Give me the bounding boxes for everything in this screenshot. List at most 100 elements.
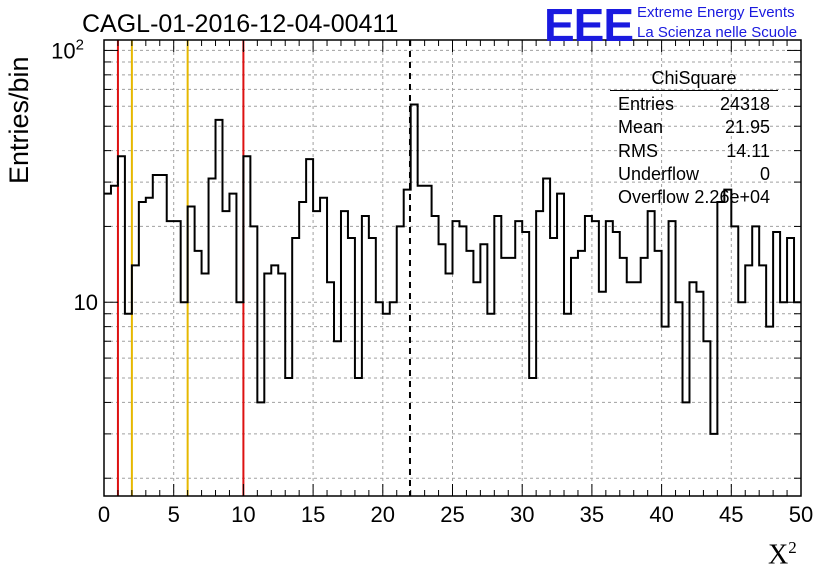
- histogram-bin: [669, 221, 676, 496]
- x-tick-label: 50: [789, 502, 813, 527]
- histogram-bin: [494, 216, 501, 496]
- histogram-bin: [209, 178, 216, 496]
- stat-label: Underflow: [618, 163, 700, 184]
- histogram-bin: [229, 194, 236, 496]
- stats-title: ChiSquare: [610, 68, 778, 91]
- histogram-line: [104, 103, 801, 435]
- histogram-bin: [446, 274, 453, 496]
- x-tick-label: 40: [649, 502, 673, 527]
- histogram-bin: [599, 292, 606, 496]
- histogram-bin: [292, 238, 299, 496]
- histogram-bin: [655, 251, 662, 496]
- histogram-bin: [466, 251, 473, 496]
- histogram-bin: [341, 211, 348, 496]
- histogram-bin: [216, 120, 223, 496]
- histogram-bin: [320, 198, 327, 496]
- x-tick-label: 0: [98, 502, 110, 527]
- histogram-bin: [717, 202, 724, 496]
- stat-row-mean: Mean 21.95: [610, 116, 778, 139]
- logo-line-2: La Scienza nelle Scuole: [637, 24, 798, 41]
- histogram-bin: [118, 156, 125, 496]
- histogram-bin: [334, 341, 341, 496]
- histogram-bin: [146, 198, 153, 496]
- histogram-bin: [160, 175, 167, 496]
- stat-row-rms: RMS 14.11: [610, 140, 778, 163]
- histogram-bin: [613, 232, 620, 496]
- histogram-bin: [578, 251, 585, 496]
- logo-line-1: Extreme Energy Events: [637, 4, 795, 21]
- histogram-bin: [787, 238, 794, 496]
- stat-label: RMS: [618, 140, 658, 161]
- histogram-bin: [383, 314, 390, 496]
- histogram-bin: [522, 232, 529, 496]
- stat-row-overflow: Overflow 2.26e+04: [610, 186, 778, 209]
- histogram-bin: [780, 302, 787, 496]
- x-axis-label: X2: [768, 538, 797, 571]
- histogram-bin: [425, 186, 432, 496]
- histogram-bin: [153, 175, 160, 496]
- histogram-bin: [794, 302, 801, 496]
- y-tick-label: 102: [51, 36, 84, 63]
- histogram-bin: [641, 258, 648, 496]
- histogram-bin: [759, 265, 766, 496]
- histogram-bin: [202, 274, 209, 496]
- histogram-bin: [731, 226, 738, 496]
- stat-label: Entries: [618, 94, 675, 114]
- histogram-bin: [376, 302, 383, 496]
- histogram-bin: [257, 402, 264, 496]
- histogram-bin: [369, 238, 376, 496]
- histogram-bin: [745, 265, 752, 496]
- histogram-bin: [174, 221, 181, 496]
- histogram-bin: [620, 258, 627, 496]
- stat-label: Overflow: [618, 187, 690, 208]
- histogram-bin: [139, 202, 146, 496]
- histogram-bin: [738, 302, 745, 496]
- histogram-bin: [397, 226, 404, 496]
- histogram-bin: [313, 211, 320, 496]
- histogram-bin: [536, 211, 543, 496]
- histogram-bin: [543, 178, 550, 496]
- histogram-bin: [676, 302, 683, 496]
- histogram-bin: [459, 226, 466, 496]
- histogram-bin: [236, 302, 243, 496]
- x-tick-label: 20: [371, 502, 395, 527]
- x-tick-label: 45: [719, 502, 743, 527]
- histogram-bin: [752, 226, 759, 496]
- histogram-bin: [250, 226, 257, 496]
- histogram-bin: [696, 292, 703, 496]
- histogram-bin: [299, 202, 306, 496]
- histogram-bin: [515, 221, 522, 496]
- stat-value: 2.26e+04: [694, 187, 770, 208]
- histogram-bin: [132, 265, 139, 496]
- histogram-bin: [508, 258, 515, 496]
- stat-value: 14.11: [726, 140, 770, 161]
- histogram-bin: [550, 238, 557, 496]
- stat-label: Mean: [618, 117, 664, 138]
- histogram-bin: [766, 327, 773, 496]
- x-axis-label-sup: 2: [788, 538, 797, 557]
- histogram-bin: [167, 221, 174, 496]
- x-tick-label: 10: [231, 502, 255, 527]
- histogram-bin: [264, 274, 271, 496]
- histogram-bin: [703, 341, 710, 496]
- histogram-bin: [473, 282, 480, 496]
- x-tick-label: 5: [168, 502, 180, 527]
- histogram-bin: [529, 378, 536, 496]
- histogram-bin: [634, 282, 641, 496]
- stat-row-entries: Entries 24318: [610, 93, 778, 116]
- eee-logo: EEE: [544, 0, 634, 51]
- histogram-bin: [432, 216, 439, 496]
- histogram-bin: [278, 274, 285, 496]
- histogram-bin: [195, 251, 202, 496]
- histogram-bin: [585, 216, 592, 496]
- chart-title: CAGL-01-2016-12-04-00411: [82, 10, 399, 38]
- y-axis-label: Entries/bin: [4, 56, 34, 184]
- histogram-bin: [453, 221, 460, 496]
- histogram-bin: [285, 378, 292, 496]
- stat-value: 24318: [719, 94, 770, 114]
- histogram-bin: [271, 265, 278, 496]
- histogram-bin: [501, 258, 508, 496]
- histogram-bin: [606, 221, 613, 496]
- histogram-bin: [355, 378, 362, 496]
